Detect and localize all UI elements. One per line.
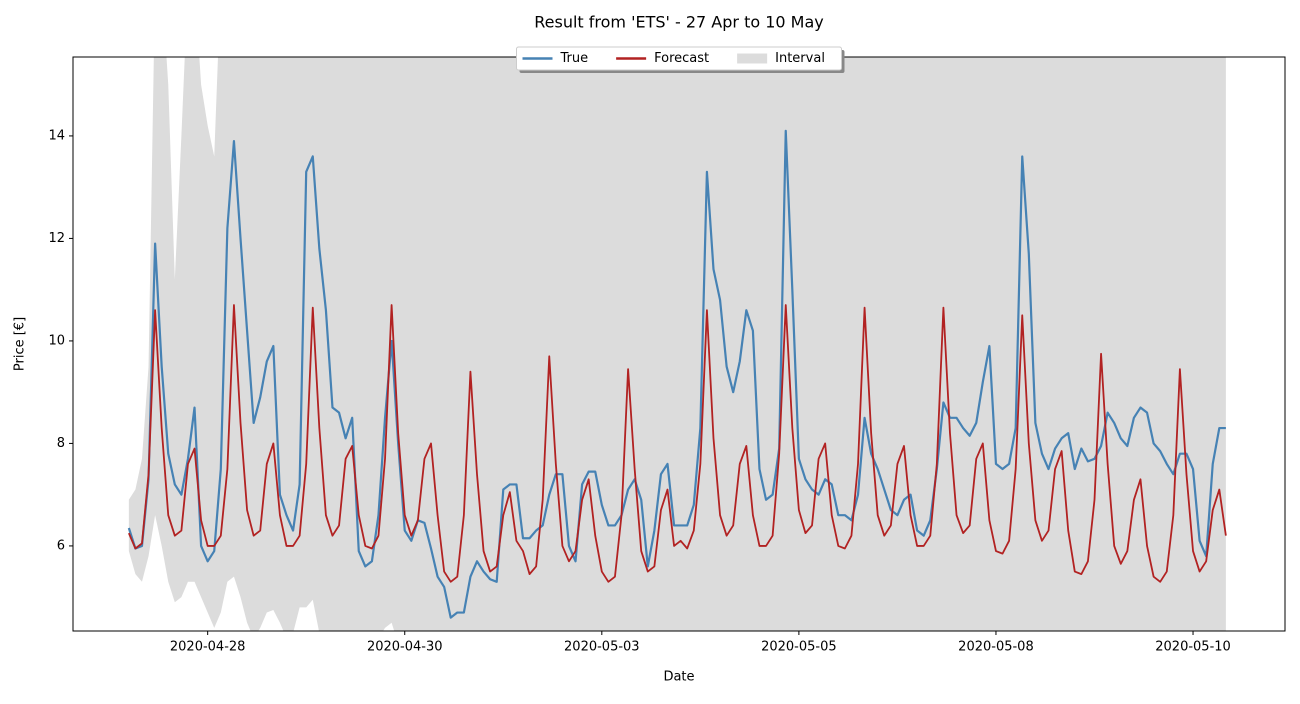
x-tick-label: 2020-04-30 <box>367 640 443 655</box>
y-axis-label: Price [€] <box>13 317 28 371</box>
x-tick-label: 2020-05-10 <box>1155 640 1231 655</box>
x-tick-label: 2020-05-03 <box>564 640 640 655</box>
legend-label: Forecast <box>654 51 709 66</box>
x-tick-label: 2020-05-08 <box>958 640 1034 655</box>
x-tick-label: 2020-05-05 <box>761 640 837 655</box>
y-tick-label: 8 <box>57 436 65 451</box>
chart-title: Result from 'ETS' - 27 Apr to 10 May <box>534 13 824 32</box>
x-tick-label: 2020-04-28 <box>170 640 246 655</box>
y-tick-label: 6 <box>57 538 65 553</box>
plot-area <box>127 57 1227 631</box>
legend-swatch <box>737 53 768 64</box>
y-tick-label: 14 <box>48 128 65 143</box>
x-axis-label: Date <box>663 670 694 685</box>
legend-box <box>516 46 842 71</box>
y-tick-label: 12 <box>48 231 65 246</box>
legend-label: True <box>560 51 589 66</box>
legend: True Forecast Interval <box>516 46 845 73</box>
y-tick-label: 10 <box>48 333 65 348</box>
series-line <box>127 129 1226 619</box>
interval-band <box>128 57 1226 631</box>
axes: 6 8 10 12 14 2020-04-28 2020-04-30 2020-05-03 20… <box>48 128 1230 654</box>
series-line <box>128 304 1227 583</box>
legend-label: Interval <box>775 51 825 66</box>
